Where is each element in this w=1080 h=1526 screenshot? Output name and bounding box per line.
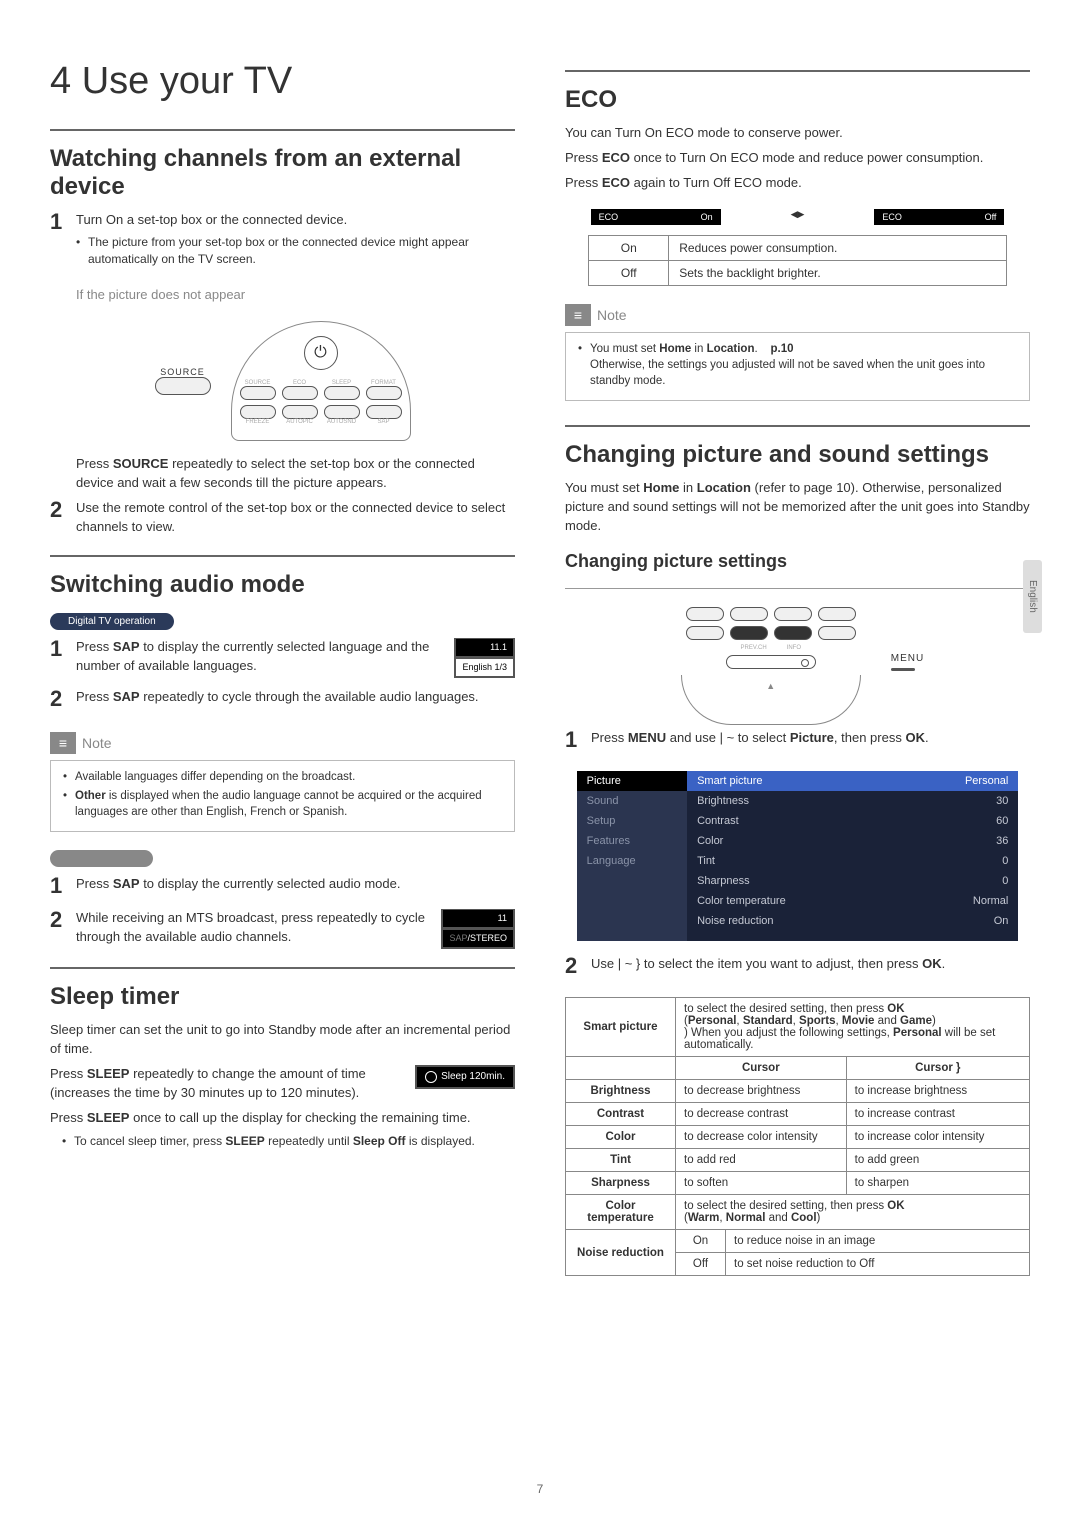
table-row: Sharpnessto softento sharpen: [566, 1172, 1030, 1195]
page-number: 7: [537, 1482, 544, 1496]
note-header: ≡ Note: [565, 304, 1030, 326]
table-row: OnReduces power consumption.: [589, 235, 1007, 260]
right-column: ECO You can Turn On ECO mode to conserve…: [565, 60, 1030, 1276]
divider: [565, 70, 1030, 72]
note-header: ≡ Note: [50, 732, 515, 754]
table-row: Smart picture to select the desired sett…: [566, 998, 1030, 1057]
power-icon: ⏻: [304, 336, 338, 370]
table-row: Noise reduction On to reduce noise in an…: [566, 1230, 1030, 1253]
remote-diagram: SOURCE ⏻ SOURCE ECO SLEEP FORMAT FREEZE …: [50, 321, 515, 441]
step-2: 2 Use the remote control of the set-top …: [50, 499, 515, 537]
sec-sleep-timer: Sleep timer: [50, 983, 515, 1011]
source-button-illustration: SOURCE: [155, 367, 211, 395]
divider: [50, 129, 515, 131]
arrow-icon: ◀▶: [791, 209, 805, 225]
subsec-picture-settings: Changing picture settings: [565, 551, 1030, 572]
analog-step-2: 2 11 SAP/STEREO While receiving an MTS b…: [50, 909, 515, 949]
digital-tv-badge: Digital TV operation: [50, 613, 174, 630]
divider: [50, 555, 515, 557]
press-source-text: Press SOURCE repeatedly to select the se…: [76, 455, 515, 493]
table-row: Color temperature to select the desired …: [566, 1195, 1030, 1230]
step-1: 1 Turn On a set-top box or the connected…: [50, 211, 515, 270]
sec-picture-sound: Changing picture and sound settings: [565, 441, 1030, 469]
note-icon: ≡: [565, 304, 591, 326]
digital-step-1: 1 11.1 English 1/3 Press SAP to display …: [50, 638, 515, 678]
eco-mode-display: ECOOn ◀▶ ECOOff: [565, 209, 1030, 225]
table-row: Colorto decrease color intensityto incre…: [566, 1126, 1030, 1149]
analog-tv-badge: [50, 850, 153, 867]
note-icon: ≡: [50, 732, 76, 754]
sec-external-device: Watching channels from an external devic…: [50, 145, 515, 201]
table-row: Contrastto decrease contrastto increase …: [566, 1103, 1030, 1126]
pic-step-1: 1 Press MENU and use | ~ to select Pictu…: [565, 729, 1030, 753]
source-icon: [155, 377, 211, 395]
table-row: OffSets the backlight brighter.: [589, 260, 1007, 285]
remote-mid-diagram: PREV.CHINFO ▲ MENU: [565, 607, 1030, 717]
table-row: Tintto add redto add green: [566, 1149, 1030, 1172]
sap-display: 11.1 English 1/3: [454, 638, 515, 678]
table-row: Cursor Cursor }: [566, 1057, 1030, 1080]
mts-display: 11 SAP/STEREO: [441, 909, 515, 949]
settings-table: Smart picture to select the desired sett…: [565, 997, 1030, 1276]
left-column: 4 Use your TV Watching channels from an …: [50, 60, 515, 1276]
divider: [50, 967, 515, 969]
note-box: Available languages differ depending on …: [50, 760, 515, 832]
sec-eco: ECO: [565, 86, 1030, 114]
sleep-display: Sleep 120min.: [415, 1065, 515, 1090]
note-box: You must set Home in Location. p.10 Othe…: [565, 332, 1030, 401]
digital-step-2: 2 Press SAP repeatedly to cycle through …: [50, 688, 515, 712]
divider: [565, 425, 1030, 427]
no-picture-label: If the picture does not appear: [76, 286, 515, 305]
eco-table: OnReduces power consumption. OffSets the…: [588, 235, 1007, 286]
menu-screenshot: PictureSmart picturePersonal SoundBright…: [577, 771, 1019, 941]
clock-icon: [425, 1071, 437, 1083]
remote-top-illustration: ⏻ SOURCE ECO SLEEP FORMAT FREEZE AUTOPIC…: [231, 321, 411, 441]
analog-step-1: 1 Press SAP to display the currently sel…: [50, 875, 515, 899]
chapter-title: 4 Use your TV: [50, 60, 515, 103]
table-row: Brightnessto decrease brightnessto incre…: [566, 1080, 1030, 1103]
menu-button-illustration: MENU: [891, 653, 924, 671]
sec-audio-mode: Switching audio mode: [50, 571, 515, 599]
chapter-num: 4: [50, 60, 71, 102]
pic-step-2: 2 Use | ~ } to select the item you want …: [565, 955, 1030, 979]
language-tab: English: [1023, 560, 1042, 633]
